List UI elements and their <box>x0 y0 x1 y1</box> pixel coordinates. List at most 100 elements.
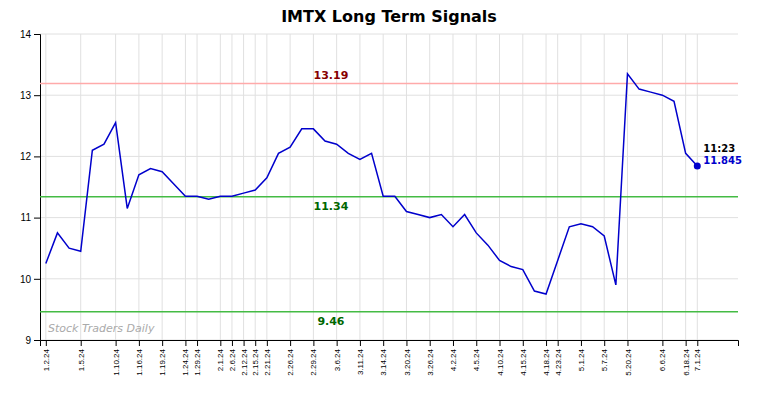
axis-line <box>41 341 739 347</box>
grid-line <box>185 34 186 340</box>
tick: 1.16.24 <box>135 340 144 376</box>
tick: 6.18.24 <box>682 340 691 376</box>
tick-label: 4.5.24 <box>472 348 481 371</box>
tick-mark <box>232 340 233 346</box>
tick-mark <box>697 340 698 346</box>
tick: 2.29.24 <box>309 340 318 376</box>
tick-mark <box>523 340 524 346</box>
grid-line <box>243 34 244 340</box>
grid-line <box>138 34 139 340</box>
grid-line <box>685 34 686 340</box>
grid-line <box>80 34 81 340</box>
tick-mark <box>558 340 559 346</box>
tick-label: 13 <box>20 90 32 101</box>
tick-mark <box>116 340 117 346</box>
tick-mark <box>162 340 163 346</box>
tick: 4.15.24 <box>519 340 528 376</box>
tick-mark <box>430 340 431 346</box>
axis-line <box>34 35 41 341</box>
tick: 4.10.24 <box>496 340 505 376</box>
tick-label: 5.20.24 <box>624 348 633 375</box>
grid-line <box>197 34 198 340</box>
tick-label: 4.15.24 <box>519 348 528 375</box>
grid-line <box>231 34 232 340</box>
tick: 4.2.24 <box>449 340 458 371</box>
tick-label: 2.21.24 <box>263 348 272 375</box>
tick-label: 11 <box>21 212 32 223</box>
grid-line <box>40 217 738 218</box>
grid-line <box>40 156 738 157</box>
tick-label: 2.6.24 <box>228 348 237 371</box>
grid-line <box>580 34 581 340</box>
tick-label: 4.2.24 <box>449 348 458 371</box>
grid-line <box>220 34 221 340</box>
last-point <box>694 162 701 169</box>
tick: 10 <box>20 274 40 285</box>
tick-label: 1.16.24 <box>135 348 144 375</box>
tick-label: 2.26.24 <box>286 348 295 375</box>
plot: 910111213141.2.241.5.241.10.241.16.241.1… <box>20 29 742 376</box>
tick: 7.1.24 <box>693 340 702 371</box>
reference-line <box>40 83 738 85</box>
tick-label: 14 <box>20 29 32 40</box>
tick-label: 3.26.24 <box>426 348 435 375</box>
tick-mark <box>81 340 82 346</box>
labels: 13.1911.349.4611:2311.845Stock Traders D… <box>48 69 742 335</box>
grid-line <box>604 34 605 340</box>
tick-label: 3.6.24 <box>333 348 342 371</box>
tick-mark <box>34 340 40 341</box>
tick-mark <box>197 340 198 346</box>
tick-label: 4.18.24 <box>542 348 551 375</box>
tick-mark <box>313 340 314 346</box>
grid-line <box>476 34 477 340</box>
tick-label: 5.1.24 <box>577 348 586 371</box>
tick: 2.12.24 <box>240 340 249 376</box>
grid-line <box>40 34 738 35</box>
tick: 12 <box>20 151 40 162</box>
grid-line <box>290 34 291 340</box>
tick: 1.29.24 <box>193 340 202 376</box>
grid-line <box>429 34 430 340</box>
tick-mark <box>383 340 384 346</box>
tick-label: 10 <box>20 274 32 285</box>
tick-mark <box>34 95 40 96</box>
grid-line <box>45 34 46 340</box>
tick: 11 <box>21 212 40 223</box>
tick-mark <box>244 340 245 346</box>
tick-mark <box>185 340 186 346</box>
tick-label: 3.20.24 <box>403 348 412 375</box>
reference-label: 9.46 <box>317 315 344 328</box>
tick: 1.10.24 <box>112 340 121 376</box>
tick: 2.1.24 <box>216 340 225 371</box>
chart: 910111213141.2.241.5.241.10.241.16.241.1… <box>0 0 784 398</box>
tick-label: 1.2.24 <box>42 348 51 371</box>
tick-mark <box>290 340 291 346</box>
watermark: Stock Traders Daily <box>48 322 155 335</box>
tick: 1.2.24 <box>42 340 51 371</box>
reference-line <box>40 311 738 313</box>
tick-mark <box>581 340 582 346</box>
tick-label: 1.19.24 <box>158 348 167 375</box>
tick-label: 3.14.24 <box>379 348 388 375</box>
grid-line <box>162 34 163 340</box>
grid-line <box>499 34 500 340</box>
grid-line <box>452 34 453 340</box>
tick: 3.20.24 <box>403 340 412 376</box>
tick-label: 2.12.24 <box>240 348 249 375</box>
grid-line <box>359 34 360 340</box>
tick-mark <box>139 340 140 346</box>
tick: 5.20.24 <box>624 340 633 376</box>
tick-mark <box>360 340 361 346</box>
tick-mark <box>686 340 687 346</box>
tick: 5.1.24 <box>577 340 586 371</box>
tick-label: 1.10.24 <box>112 348 121 375</box>
reference-label: 13.19 <box>314 69 349 82</box>
tick: 2.6.24 <box>228 340 237 371</box>
tick-label: 4.23.24 <box>554 348 563 375</box>
tick-mark <box>662 340 663 346</box>
tick-label: 1.24.24 <box>181 348 190 375</box>
tick: 4.5.24 <box>472 340 481 371</box>
title: IMTX Long Term Signals <box>281 7 497 26</box>
tick-mark <box>476 340 477 346</box>
tick-label: 1.29.24 <box>193 348 202 375</box>
